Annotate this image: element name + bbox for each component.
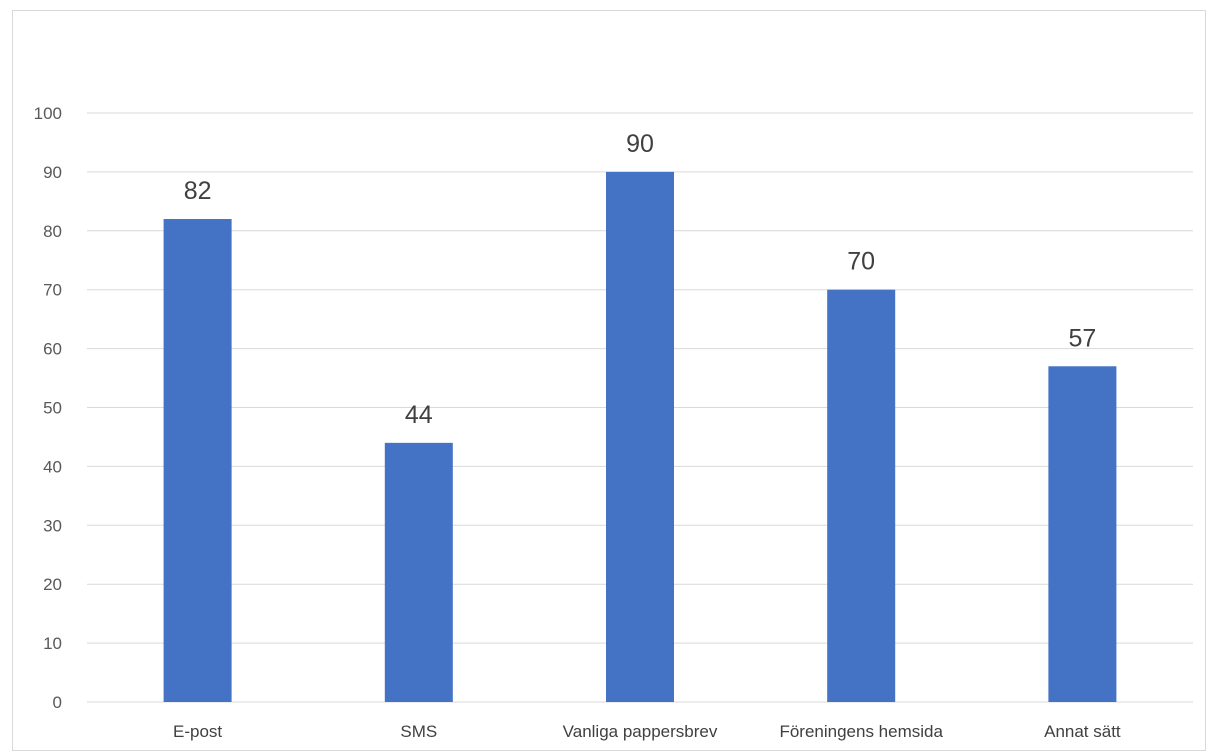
bar-4 xyxy=(1048,366,1117,702)
y-tick-label: 60 xyxy=(43,340,62,359)
bar-2 xyxy=(606,171,674,702)
data-labels: 82 44 90 70 57 xyxy=(184,130,1097,429)
bars xyxy=(163,171,1117,702)
y-tick-label: 20 xyxy=(43,575,62,594)
y-axis-tick-labels: 0 10 20 30 40 50 60 70 80 90 100 xyxy=(34,104,62,712)
category-label: E-post xyxy=(173,722,222,741)
x-axis-category-labels: E-post SMS Vanliga pappersbrev Föreningens … xyxy=(173,722,1121,741)
y-tick-label: 30 xyxy=(43,516,62,535)
y-tick-label: 10 xyxy=(43,634,62,653)
data-label: 44 xyxy=(405,401,433,429)
y-tick-label: 70 xyxy=(43,281,62,300)
bar-0 xyxy=(163,219,232,702)
y-tick-label: 40 xyxy=(43,457,62,476)
category-label: Vanliga pappersbrev xyxy=(563,722,718,741)
y-tick-label: 80 xyxy=(43,222,62,241)
y-tick-label: 0 xyxy=(53,693,62,712)
bar-3 xyxy=(827,289,896,702)
data-label: 82 xyxy=(184,177,212,205)
category-label: SMS xyxy=(400,722,437,741)
y-tick-label: 50 xyxy=(43,399,62,418)
data-label: 57 xyxy=(1068,324,1096,352)
data-label: 90 xyxy=(626,130,654,158)
y-tick-label: 90 xyxy=(43,163,62,182)
category-label: Föreningens hemsida xyxy=(779,722,943,741)
category-label: Annat sätt xyxy=(1044,722,1121,741)
data-label: 70 xyxy=(847,248,875,276)
bar-1 xyxy=(384,442,453,702)
y-tick-label: 100 xyxy=(34,104,62,123)
